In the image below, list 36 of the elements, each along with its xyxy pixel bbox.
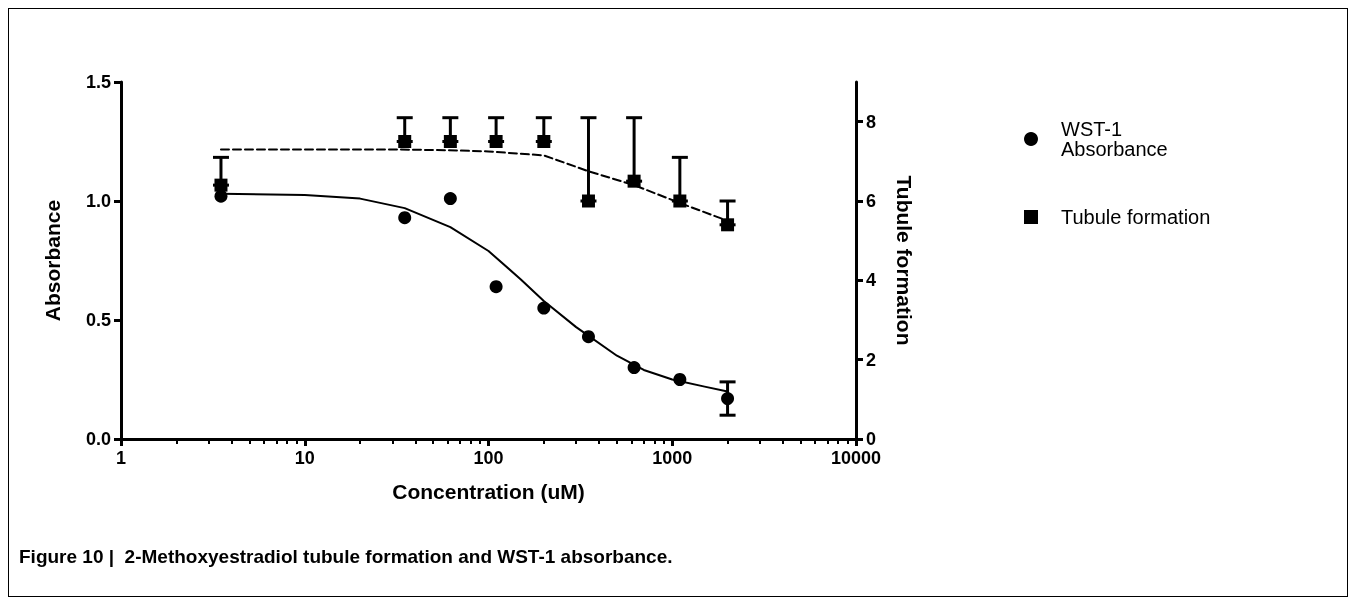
x-tick-label: 1000 <box>652 448 693 468</box>
point <box>443 192 457 206</box>
y2-tick-label: 8 <box>866 111 877 132</box>
y2-tick-label: 0 <box>866 429 877 449</box>
y2-axis-title: Tubule formation <box>893 175 916 346</box>
point <box>673 373 687 386</box>
x-axis-title: Concentration (uM) <box>392 480 585 503</box>
point <box>627 174 641 188</box>
y2-tick-label: 2 <box>866 349 877 370</box>
point <box>581 194 595 208</box>
x-tick-label: 10000 <box>830 448 882 468</box>
point <box>443 135 457 148</box>
caption: Figure 10 | 2-Methoxyestradiol tubule formation and WST-1 absorbance. <box>19 546 673 567</box>
y-axis-title: Absorbance <box>41 199 64 322</box>
point <box>537 135 551 148</box>
legend-label: WST-1 Absorbance <box>1061 118 1168 160</box>
y-tick-label: 0.0 <box>85 429 111 449</box>
y-tick-label: 1.5 <box>85 72 111 92</box>
point <box>398 135 412 148</box>
y2-tick-label: 6 <box>866 191 877 211</box>
x-tick-label: 1 <box>115 448 127 468</box>
point <box>489 135 503 148</box>
point <box>537 301 551 315</box>
point <box>489 280 503 294</box>
x-tick-label: 100 <box>473 448 504 468</box>
point <box>581 330 595 344</box>
point <box>721 218 735 232</box>
y2-tick-label: 4 <box>866 270 877 291</box>
legend-label: Tubule formation <box>1061 206 1211 228</box>
y-tick-label: 1.0 <box>85 191 111 211</box>
point <box>673 194 687 208</box>
point <box>721 392 735 406</box>
x-tick-label: 10 <box>294 448 315 468</box>
point <box>398 211 412 225</box>
y-tick-label: 0.5 <box>85 310 111 330</box>
point <box>627 361 641 375</box>
